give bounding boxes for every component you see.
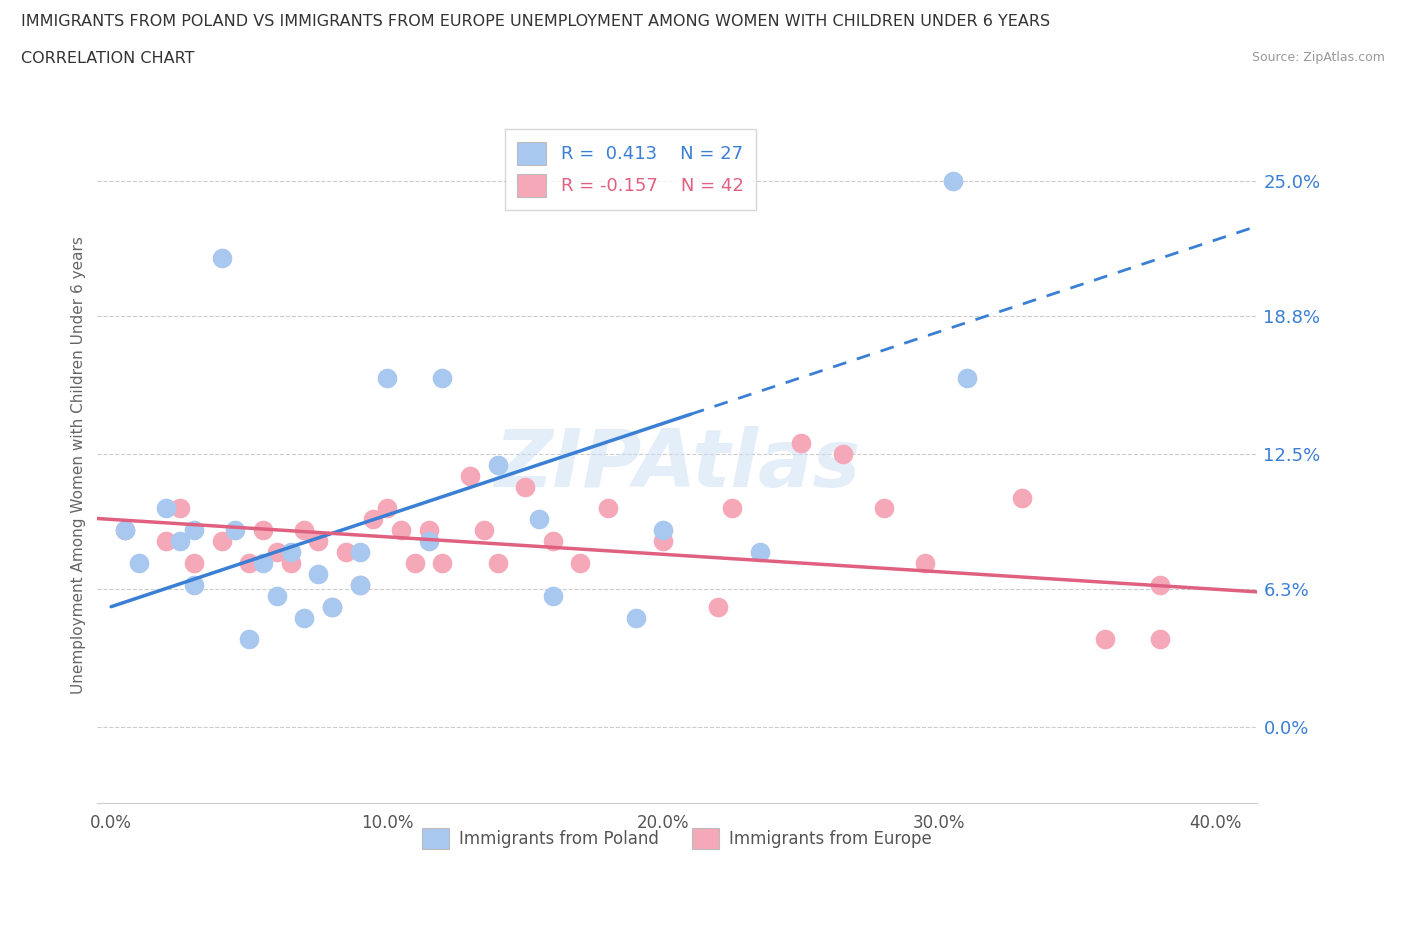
Point bbox=[956, 370, 979, 385]
Point bbox=[183, 523, 205, 538]
Point bbox=[280, 555, 302, 570]
Point bbox=[458, 469, 481, 484]
Point bbox=[513, 479, 536, 494]
Point bbox=[389, 523, 412, 538]
Point bbox=[652, 534, 675, 549]
Point bbox=[252, 523, 274, 538]
Point bbox=[404, 555, 426, 570]
Point bbox=[307, 566, 329, 581]
Text: Source: ZipAtlas.com: Source: ZipAtlas.com bbox=[1251, 51, 1385, 64]
Text: ZIPAtlas: ZIPAtlas bbox=[494, 426, 860, 504]
Point bbox=[169, 534, 191, 549]
Point bbox=[375, 501, 398, 516]
Point bbox=[790, 435, 813, 450]
Point bbox=[238, 632, 260, 647]
Point bbox=[914, 555, 936, 570]
Point bbox=[266, 545, 288, 560]
Point bbox=[307, 534, 329, 549]
Point bbox=[541, 534, 564, 549]
Point bbox=[349, 578, 371, 592]
Point bbox=[569, 555, 592, 570]
Point bbox=[472, 523, 495, 538]
Point bbox=[652, 523, 675, 538]
Point bbox=[349, 545, 371, 560]
Point bbox=[1149, 632, 1171, 647]
Point bbox=[155, 534, 177, 549]
Point bbox=[432, 555, 454, 570]
Point bbox=[527, 512, 550, 526]
Point bbox=[155, 501, 177, 516]
Point bbox=[721, 501, 744, 516]
Point bbox=[624, 610, 647, 625]
Point bbox=[114, 523, 136, 538]
Point bbox=[321, 599, 343, 614]
Point bbox=[238, 555, 260, 570]
Point bbox=[183, 578, 205, 592]
Point bbox=[292, 523, 315, 538]
Point bbox=[114, 523, 136, 538]
Point bbox=[224, 523, 246, 538]
Point bbox=[211, 250, 233, 265]
Point bbox=[432, 370, 454, 385]
Point bbox=[349, 578, 371, 592]
Point bbox=[942, 174, 965, 189]
Point bbox=[418, 534, 440, 549]
Point bbox=[831, 446, 853, 461]
Point bbox=[211, 534, 233, 549]
Point bbox=[486, 458, 509, 472]
Point bbox=[486, 555, 509, 570]
Point bbox=[541, 589, 564, 604]
Point bbox=[873, 501, 896, 516]
Point bbox=[363, 512, 385, 526]
Point bbox=[321, 599, 343, 614]
Point bbox=[292, 610, 315, 625]
Point bbox=[252, 555, 274, 570]
Point bbox=[748, 545, 770, 560]
Point bbox=[266, 589, 288, 604]
Point bbox=[169, 501, 191, 516]
Point bbox=[1094, 632, 1116, 647]
Y-axis label: Unemployment Among Women with Children Under 6 years: Unemployment Among Women with Children U… bbox=[72, 236, 86, 694]
Legend: Immigrants from Poland, Immigrants from Europe: Immigrants from Poland, Immigrants from … bbox=[416, 821, 938, 856]
Point bbox=[280, 545, 302, 560]
Point bbox=[707, 599, 730, 614]
Point bbox=[1149, 578, 1171, 592]
Point bbox=[375, 370, 398, 385]
Point bbox=[183, 555, 205, 570]
Point bbox=[418, 523, 440, 538]
Text: CORRELATION CHART: CORRELATION CHART bbox=[21, 51, 194, 66]
Point bbox=[1011, 490, 1033, 505]
Text: IMMIGRANTS FROM POLAND VS IMMIGRANTS FROM EUROPE UNEMPLOYMENT AMONG WOMEN WITH C: IMMIGRANTS FROM POLAND VS IMMIGRANTS FRO… bbox=[21, 14, 1050, 29]
Point bbox=[335, 545, 357, 560]
Point bbox=[596, 501, 619, 516]
Point bbox=[128, 555, 150, 570]
